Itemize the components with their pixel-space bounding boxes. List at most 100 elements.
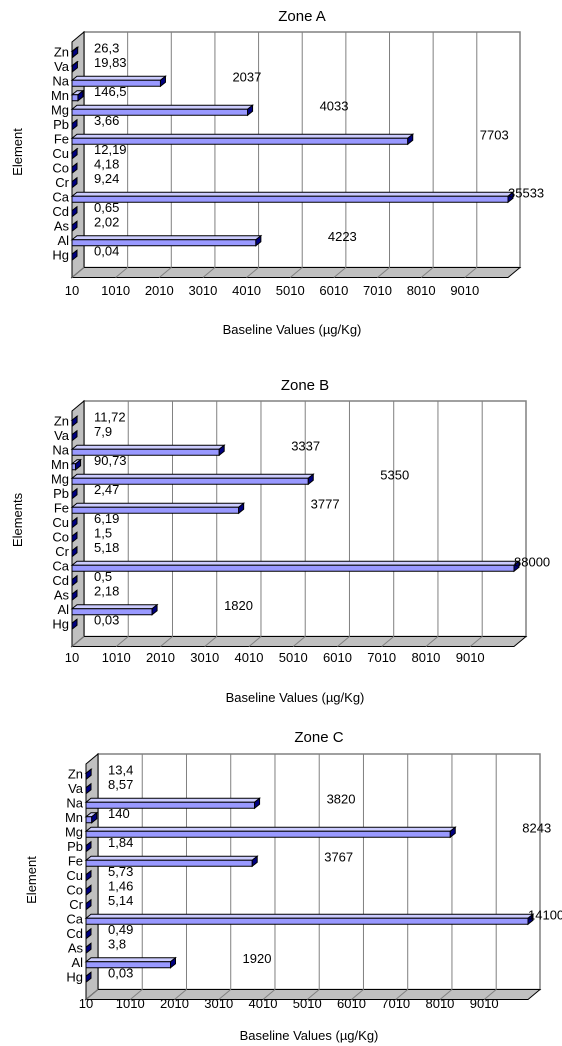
data-label: 0,04 [94, 243, 119, 258]
data-label: 141000 [528, 907, 562, 922]
bar-end-cap [71, 618, 78, 631]
data-label: 8243 [522, 820, 551, 835]
bar-end-cap [255, 234, 262, 247]
data-label: 26,3 [94, 40, 119, 55]
x-tick-label: 10 [65, 650, 79, 665]
y-tick-label: Mn [51, 88, 69, 103]
gridline-floor [246, 267, 259, 278]
bar-top-face [84, 957, 177, 963]
data-label: 8,57 [108, 777, 133, 792]
gridline-floor [469, 636, 483, 647]
data-label: 0,65 [94, 200, 119, 215]
bar-as [71, 220, 78, 233]
bar-cr [71, 176, 78, 189]
bar-cu [70, 147, 79, 160]
bar-ca [70, 560, 521, 573]
gridline-floor [262, 989, 276, 1000]
bar-pb [71, 487, 78, 500]
y-tick-label: Na [66, 795, 83, 810]
data-label: 1,5 [94, 525, 112, 540]
bar-end-cap [71, 429, 78, 442]
data-label: 19,83 [94, 55, 127, 70]
data-label: 3820 [327, 791, 356, 806]
bar-end-cap [85, 942, 92, 955]
gridline-floor [381, 636, 395, 647]
x-tick-label: 10 [79, 996, 93, 1011]
data-label: 5,73 [108, 864, 133, 879]
bar-end-cap [71, 589, 78, 602]
gridline-floor [202, 267, 216, 278]
x-tick-label: 9010 [470, 996, 499, 1011]
bar-hg [85, 971, 92, 984]
data-label: 4,18 [94, 156, 119, 171]
bar-cd [71, 574, 78, 587]
bar-end-cap [85, 869, 92, 882]
data-label: 35533 [508, 185, 544, 200]
bar-top-face [84, 913, 535, 919]
x-tick-label: 2010 [146, 650, 175, 665]
chart-title: Zone C [294, 729, 343, 746]
gridline-floor [425, 636, 439, 647]
data-label: 12,19 [94, 142, 127, 157]
bar-end-cap [407, 133, 414, 146]
bar-front-face [71, 94, 79, 102]
data-label: 2,02 [94, 214, 119, 229]
gridline-floor [289, 267, 303, 278]
x-tick-label: 8010 [407, 283, 436, 298]
gridline-floor [204, 636, 218, 647]
bar-end-cap [151, 603, 158, 616]
gridline-floor [483, 989, 497, 1000]
bar-top-face [70, 133, 415, 139]
bar-top-face [70, 104, 255, 110]
bar-na [84, 797, 261, 810]
y-tick-label: Va [54, 428, 70, 443]
bar-cr [71, 545, 78, 558]
x-tick-label: 1010 [101, 283, 130, 298]
bar-top-face [70, 502, 246, 508]
bar-fe [70, 502, 246, 515]
x-tick-label: 7010 [363, 283, 392, 298]
data-label: 5,14 [108, 893, 133, 908]
y-tick-label: Fe [54, 500, 69, 515]
data-label: 0,03 [94, 612, 119, 627]
y-tick-label: Cd [66, 926, 83, 941]
bar-cu [71, 516, 78, 529]
y-tick-label: Va [68, 781, 84, 796]
bar-zn [84, 768, 93, 781]
data-label: 1820 [224, 598, 253, 613]
bar-end-cap [159, 75, 166, 88]
bar-end-cap [85, 884, 92, 897]
y-tick-label: Fe [68, 853, 83, 868]
gridline-floor [420, 267, 434, 278]
gridline-floor [377, 267, 390, 278]
bar-end-cap [251, 855, 258, 868]
data-label: 2,47 [94, 482, 119, 497]
y-tick-label: Ca [52, 558, 69, 573]
bar-end-cap [85, 927, 92, 940]
bar-top-face [70, 560, 521, 566]
bar-end-cap [85, 782, 92, 795]
bar-co [71, 162, 78, 175]
y-tick-label: Cr [69, 897, 83, 912]
bar-end-cap [85, 768, 92, 781]
bar-mn [70, 89, 85, 102]
y-axis-label: Element [10, 128, 25, 176]
bar-mg [84, 826, 457, 839]
bar-front-face [85, 816, 93, 824]
bar-co [85, 884, 92, 897]
y-tick-label: As [68, 940, 84, 955]
bar-end-cap [513, 560, 520, 573]
x-tick-label: 7010 [367, 650, 396, 665]
y-tick-label: Pb [53, 486, 69, 501]
bar-al [70, 234, 263, 247]
x-tick-label: 2010 [160, 996, 189, 1011]
bar-end-cap [254, 797, 261, 810]
y-tick-label: Mg [51, 102, 69, 117]
bar-top-face [84, 855, 259, 861]
bar-end-cap [247, 104, 254, 117]
data-label: 13,4 [108, 762, 133, 777]
bar-top-face [70, 75, 167, 81]
gridline-floor [115, 636, 129, 647]
